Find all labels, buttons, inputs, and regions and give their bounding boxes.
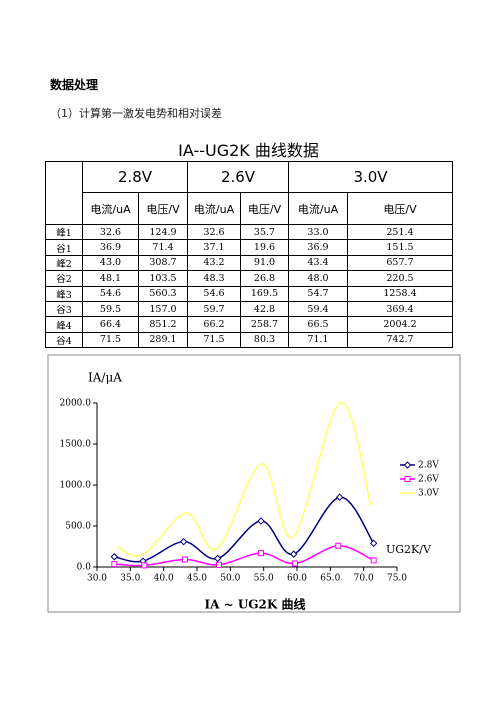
series-line bbox=[116, 401, 372, 557]
table-cell: 43.4 bbox=[288, 254, 348, 272]
data-point bbox=[258, 550, 264, 557]
x-tick-label: 30.0 bbox=[87, 574, 107, 584]
table-cell: 1258.4 bbox=[347, 285, 453, 302]
table-cell: 71.1 bbox=[288, 331, 348, 349]
y-tick-label: 1500.0 bbox=[60, 440, 92, 450]
table-cell: 71.5 bbox=[82, 331, 139, 349]
y-tick-label: 1000.0 bbox=[60, 481, 92, 491]
table-cell: 峰4 bbox=[45, 316, 83, 333]
table-cell: 220.5 bbox=[347, 270, 453, 287]
table-cell: 48.1 bbox=[82, 270, 139, 287]
table-row: 峰4 66.4 851.2 66.2 258.7 66.5 2004.2 bbox=[45, 316, 453, 333]
table-cell: 43.2 bbox=[187, 254, 241, 272]
legend-marker bbox=[403, 461, 412, 469]
table-row: 谷3 59.5 157.0 59.7 42.8 59.4 369.4 bbox=[45, 300, 453, 318]
table-row: 峰2 43.0 308.7 43.2 91.0 43.4 657.7 bbox=[45, 254, 453, 272]
table-cell: 369.4 bbox=[347, 300, 453, 318]
x-tick-label: 70.0 bbox=[354, 574, 374, 584]
x-tick-label: 60.0 bbox=[287, 574, 307, 584]
legend-label: 3.0V bbox=[418, 489, 439, 499]
data-point bbox=[370, 557, 377, 564]
data-point bbox=[179, 537, 188, 546]
table-cell: 742.7 bbox=[347, 331, 453, 349]
table-cell: 657.7 bbox=[347, 254, 453, 272]
heading: 数据处理 bbox=[50, 78, 99, 92]
chart-frame bbox=[47, 354, 461, 613]
column-header: 电流/uA bbox=[288, 192, 348, 225]
column-header: 电压/V bbox=[347, 192, 453, 225]
table-row: 谷4 71.5 289.1 71.5 80.3 71.1 742.7 bbox=[45, 331, 453, 349]
table-cell: 66.2 bbox=[187, 316, 241, 333]
series-line bbox=[114, 496, 375, 563]
data-point bbox=[289, 550, 298, 558]
chart-title: IA ~ UG2K 曲线 bbox=[204, 597, 305, 612]
column-header: 电压/V bbox=[138, 192, 188, 225]
x-tick-label: 35.0 bbox=[120, 574, 140, 584]
table-title: IA--UG2K 曲线数据 bbox=[178, 141, 319, 160]
table-row: 谷1 36.9 71.4 37.1 19.6 36.9 151.5 bbox=[45, 239, 453, 256]
column-row: 电流/uA 电压/V 电流/uA 电压/V 电流/uA 电压/V bbox=[46, 192, 453, 225]
column-header: 电流/uA bbox=[82, 192, 139, 225]
data-point bbox=[141, 562, 148, 569]
table-cell: 2004.2 bbox=[347, 316, 453, 333]
table-cell: 851.2 bbox=[138, 316, 188, 333]
data-point bbox=[182, 556, 188, 563]
legend-marker bbox=[404, 476, 411, 482]
x-tick-label: 55.0 bbox=[254, 574, 274, 584]
x-tick-label: 45.0 bbox=[187, 574, 207, 584]
table-cell: 43.0 bbox=[82, 254, 139, 272]
table-cell: 峰3 bbox=[45, 285, 83, 302]
group-header: 2.6V bbox=[187, 161, 289, 193]
subheading: （1）计算第一激发电势和相对误差 bbox=[50, 107, 222, 120]
data-point bbox=[292, 560, 298, 567]
data-table: 2.8V 2.6V 3.0V 电流/uA 电压/V 电流/uA 电压/V 电流/uA 电压/V 峰… bbox=[45, 161, 453, 349]
x-tick-label: 75.0 bbox=[387, 574, 407, 584]
table-cell: 258.7 bbox=[240, 316, 289, 333]
data-point bbox=[335, 542, 342, 549]
table-cell: 71.5 bbox=[187, 331, 241, 349]
table-cell: 289.1 bbox=[138, 331, 188, 349]
y-axis-label: IA/μA bbox=[88, 371, 122, 385]
table-cell: 42.8 bbox=[240, 300, 289, 318]
legend-label: 2.8V bbox=[418, 461, 439, 471]
series-line bbox=[114, 545, 374, 567]
data-point bbox=[111, 561, 118, 568]
table-cell: 54.6 bbox=[187, 285, 241, 302]
table-cell: 157.0 bbox=[138, 300, 188, 318]
data-point bbox=[213, 554, 222, 563]
data-point bbox=[369, 539, 378, 548]
y-tick-label: 2000.0 bbox=[60, 399, 92, 409]
x-tick-label: 50.0 bbox=[220, 574, 240, 584]
table-row: 峰3 54.6 560.3 54.6 169.5 54.7 1258.4 bbox=[45, 285, 453, 302]
table-row: 谷2 48.1 103.5 48.3 26.8 48.0 220.5 bbox=[45, 270, 453, 287]
legend-label: 2.6V bbox=[418, 475, 439, 485]
data-point bbox=[216, 561, 222, 568]
x-tick-label: 65.0 bbox=[320, 574, 340, 584]
data-point bbox=[335, 493, 344, 501]
group-row: 2.8V 2.6V 3.0V bbox=[45, 161, 453, 225]
x-tick-label: 40.0 bbox=[154, 574, 174, 584]
table-cell: 59.5 bbox=[82, 300, 139, 318]
y-tick-label: 500.0 bbox=[65, 522, 91, 532]
x-axis-label: UG2K/V bbox=[386, 543, 432, 556]
group-header: 3.0V bbox=[288, 161, 453, 193]
column-header: 电流/uA bbox=[187, 192, 241, 225]
y-tick-label: 0.0 bbox=[77, 563, 92, 573]
data-point bbox=[257, 517, 265, 525]
data-point bbox=[110, 553, 119, 561]
